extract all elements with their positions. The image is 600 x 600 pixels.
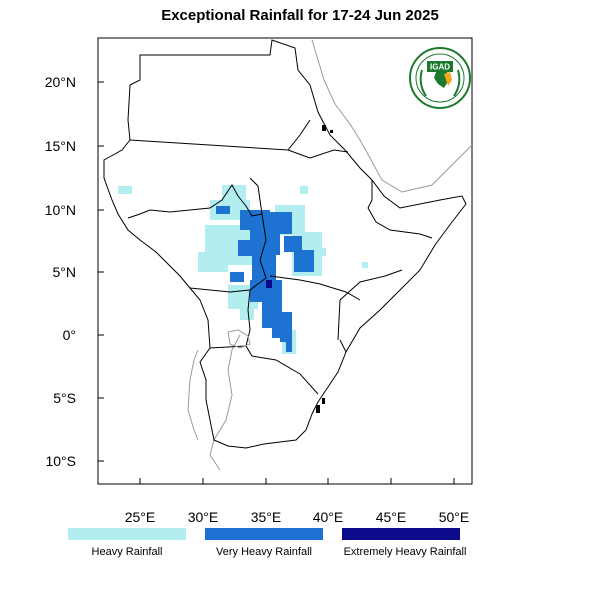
lat-label: 0° <box>63 327 76 343</box>
lon-label: 30°E <box>188 509 219 525</box>
lon-label: 35°E <box>251 509 282 525</box>
lat-label: 5°S <box>53 390 76 406</box>
lake-outline <box>227 329 251 349</box>
legend-label-very-heavy: Very Heavy Rainfall <box>216 546 312 558</box>
lon-label: 40°E <box>313 509 344 525</box>
legend-label-heavy: Heavy Rainfall <box>91 546 163 558</box>
lon-label: 50°E <box>439 509 470 525</box>
longitude-labels: 25°E 30°E 35°E 40°E 45°E 50°E <box>125 509 470 525</box>
lat-label: 10°S <box>45 453 76 469</box>
legend-swatch-very-heavy <box>205 528 323 540</box>
lat-label: 5°N <box>53 264 77 280</box>
lon-label: 25°E <box>125 509 156 525</box>
region-outline <box>103 39 467 449</box>
legend-label-extremely-heavy: Extremely Heavy Rainfall <box>343 546 467 558</box>
map-frame <box>97 37 473 485</box>
lat-label: 15°N <box>45 138 76 154</box>
axis-ticks <box>98 81 455 484</box>
extremely-heavy-rainfall-cells <box>266 280 272 288</box>
igad-logo: IGAD <box>409 47 471 109</box>
lat-label: 10°N <box>45 202 76 218</box>
lat-label: 20°N <box>45 74 76 90</box>
legend-swatch-heavy <box>68 528 186 540</box>
very-heavy-rainfall-cells <box>216 206 314 352</box>
map-title: Exceptional Rainfall for 17-24 Jun 2025 <box>161 7 439 24</box>
legend-swatch-extremely-heavy <box>342 528 460 540</box>
context-coastlines <box>187 39 473 471</box>
islands <box>316 125 333 413</box>
lon-label: 45°E <box>376 509 407 525</box>
logo-text: IGAD <box>430 63 450 72</box>
rainfall-cells <box>118 185 368 354</box>
latitude-labels: 20°N 15°N 10°N 5°N 0° 5°S 10°S <box>45 74 76 469</box>
